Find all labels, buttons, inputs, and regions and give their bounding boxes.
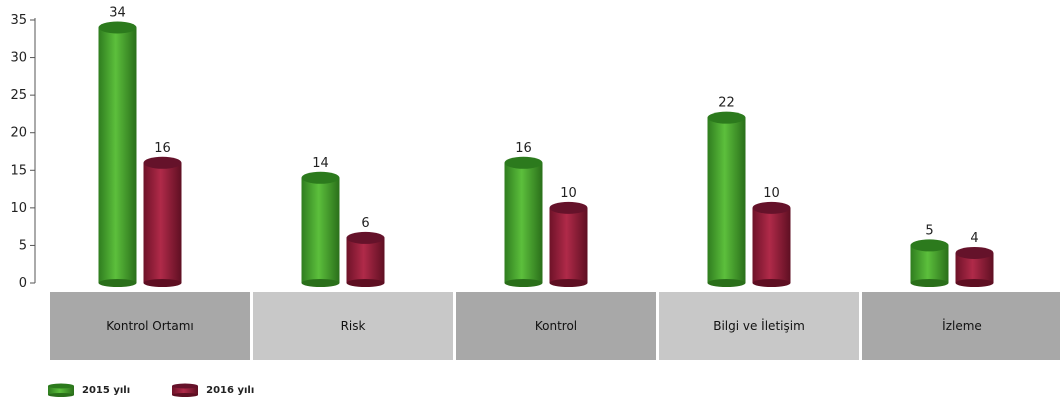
bar-base: [752, 279, 791, 287]
bar-body: [346, 237, 385, 283]
bar-value-label: 4: [970, 231, 978, 246]
bar-base: [504, 279, 543, 287]
bar-2016: [752, 201, 791, 287]
bar-2015: [910, 239, 949, 287]
bar-body: [549, 207, 588, 283]
bar-value-label: 5: [925, 223, 933, 238]
bar-body: [752, 207, 791, 283]
y-tick-label: 30: [10, 51, 27, 66]
bar-body: [143, 162, 182, 283]
y-tick-label: 15: [10, 163, 27, 178]
bar-base: [955, 279, 994, 287]
bar-top: [549, 201, 588, 214]
category-band: [659, 292, 859, 360]
bar-body: [98, 27, 137, 284]
x-category-label: İzleme: [942, 319, 982, 333]
y-tick-label: 0: [19, 276, 27, 291]
bar-2016: [346, 231, 385, 287]
x-category-label: Kontrol Ortamı: [106, 319, 194, 333]
x-category-label: Risk: [340, 319, 366, 333]
bar-top: [707, 111, 746, 124]
category-band: [253, 292, 453, 360]
bar-value-label: 10: [763, 186, 780, 201]
bar-value-label: 16: [515, 141, 532, 156]
y-tick-label: 35: [10, 13, 27, 28]
y-axis: 0 5 10 15 20 25 30 35: [10, 13, 36, 291]
bar-2015: [98, 21, 137, 287]
legend-swatch-2015: [48, 383, 74, 397]
category-band: [862, 292, 1060, 360]
value-labels: 34 16 14 6 16 10 22 10 5 4: [109, 6, 978, 246]
bar-body: [910, 245, 949, 283]
category-band: [456, 292, 656, 360]
bar-body: [504, 162, 543, 283]
bar-top: [98, 21, 137, 34]
bar-value-label: 22: [718, 96, 735, 111]
bar-value-label: 34: [109, 6, 126, 21]
bar-base: [98, 279, 137, 287]
x-category-label: Kontrol: [534, 319, 578, 333]
bar-top: [346, 231, 385, 244]
bar-2016: [549, 201, 588, 287]
bar-2016: [143, 156, 182, 287]
legend-label-2016: 2016 yılı: [206, 384, 255, 396]
y-tick-label: 20: [10, 126, 27, 141]
legend-item-2016: 2016 yılı: [172, 383, 254, 397]
bar-top: [143, 156, 182, 169]
bar-value-label: 16: [154, 141, 171, 156]
bar-body: [301, 177, 340, 283]
y-tick-label: 10: [10, 201, 27, 216]
legend-label-2015: 2015 yılı: [82, 384, 131, 396]
y-tick-label: 25: [10, 88, 27, 103]
bar-base: [707, 279, 746, 287]
legend: 2015 yılı 2016 yılı: [48, 383, 254, 397]
bar-base: [910, 279, 949, 287]
bar-value-label: 10: [560, 186, 577, 201]
bar-base: [143, 279, 182, 287]
bar-base: [301, 279, 340, 287]
x-category-label: Bilgi ve İletişim: [713, 319, 805, 333]
bar-value-label: 6: [361, 216, 369, 231]
bar-2016: [955, 246, 994, 287]
bar-top: [504, 156, 543, 169]
bar-top: [955, 246, 994, 259]
bar-2015: [301, 171, 340, 287]
bar-value-label: 14: [312, 156, 329, 171]
bar-top: [910, 239, 949, 252]
legend-swatch-2016: [172, 383, 199, 397]
bar-2015: [707, 111, 746, 287]
category-band: [50, 292, 250, 360]
category-bands: [50, 292, 1060, 360]
bar-base: [549, 279, 588, 287]
legend-item-2015: 2015 yılı: [48, 383, 130, 397]
bar-body: [707, 117, 746, 283]
y-tick-label: 5: [19, 238, 27, 253]
bar-2015: [504, 156, 543, 287]
bar-base: [346, 279, 385, 287]
bar-top: [752, 201, 791, 214]
bar-top: [301, 171, 340, 184]
bars: [98, 21, 994, 287]
